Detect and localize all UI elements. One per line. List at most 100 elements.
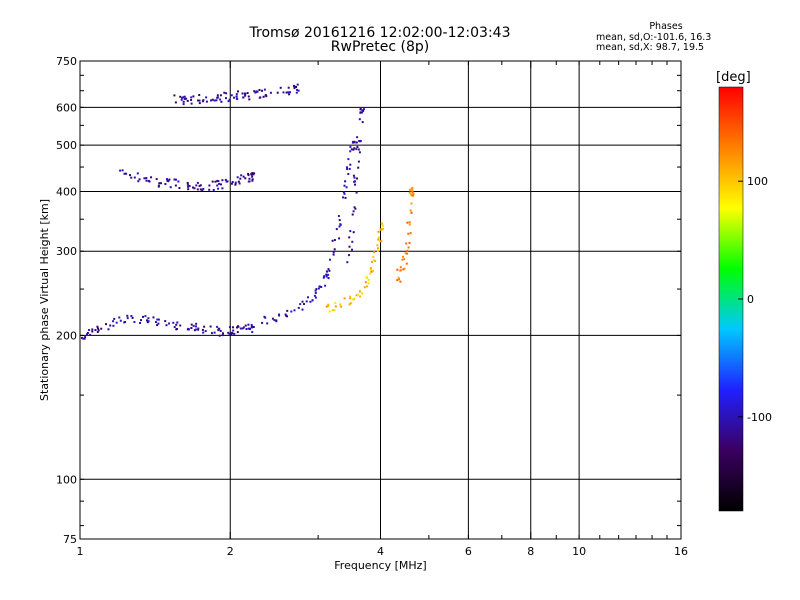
echo-point [344, 196, 347, 199]
echo-point [236, 326, 238, 329]
echo-point [133, 176, 136, 179]
echo-point [211, 180, 214, 183]
x-tick-label: 8 [527, 545, 534, 558]
echo-point [401, 258, 404, 261]
y-tick-label: 75 [63, 533, 77, 546]
echo-point [279, 86, 282, 89]
echo-point [358, 290, 361, 293]
echo-point [296, 83, 299, 86]
echo-point [225, 97, 227, 100]
echo-point [250, 326, 253, 329]
echo-point [238, 182, 241, 185]
echo-point [406, 221, 409, 224]
echo-point [185, 97, 188, 100]
echo-point [224, 178, 227, 181]
chart-title: Tromsø 20161216 12:02:00-12:03:43 RwPret… [180, 26, 580, 54]
echo-point [165, 324, 168, 327]
echo-point [187, 188, 190, 191]
echo-point [276, 91, 279, 94]
echo-point [186, 181, 189, 184]
echo-point [252, 326, 255, 328]
echo-point [301, 308, 304, 311]
echo-point [407, 232, 410, 235]
echo-point [406, 249, 409, 252]
echo-point [343, 184, 346, 187]
echo-point [410, 188, 413, 190]
echo-point [325, 275, 328, 278]
echo-point [235, 95, 238, 98]
echo-point [96, 325, 99, 328]
echo-point [86, 333, 88, 336]
echo-point [344, 180, 347, 183]
echo-point [264, 316, 267, 319]
echo-point [349, 302, 352, 305]
echo-point [290, 310, 293, 313]
echo-point [242, 326, 245, 329]
echo-point [205, 100, 208, 103]
echo-point [182, 96, 185, 99]
echo-point [218, 334, 221, 337]
echo-point [88, 329, 91, 331]
x-tick-label: 6 [465, 545, 472, 558]
echo-point [248, 180, 251, 183]
echo-point [327, 268, 330, 271]
echo-point [369, 272, 371, 275]
y-tick-label: 100 [56, 473, 77, 486]
x-tick-label: 4 [377, 545, 384, 558]
echo-point [247, 172, 250, 175]
echo-point [372, 269, 375, 272]
echo-point [174, 101, 177, 104]
echo-point [333, 239, 336, 241]
echo-point [251, 172, 254, 175]
echo-point [369, 267, 372, 269]
echo-point [107, 328, 110, 331]
echo-point [173, 326, 176, 328]
echo-point [327, 273, 330, 276]
echo-point [216, 96, 219, 99]
echo-point [410, 202, 413, 205]
echo-point [105, 323, 107, 326]
echo-point [359, 139, 362, 142]
echo-point [190, 96, 193, 99]
echo-point [112, 324, 115, 327]
echo-point [166, 178, 168, 181]
echo-point [242, 175, 245, 178]
echo-point [361, 292, 364, 295]
echo-point [168, 178, 171, 181]
echo-point [349, 295, 352, 298]
echo-point [195, 325, 197, 328]
echo-point [221, 179, 224, 182]
echo-point [235, 93, 238, 96]
echo-point [203, 325, 206, 328]
echo-point [83, 337, 86, 340]
echo-point [318, 285, 321, 288]
echo-point [190, 323, 193, 326]
echo-point [255, 90, 258, 93]
echo-point [324, 284, 327, 287]
echo-point [370, 270, 373, 273]
echo-point [299, 303, 302, 306]
echo-point [130, 176, 133, 179]
echo-point [349, 297, 352, 300]
echo-point [357, 160, 360, 163]
echo-point [143, 177, 146, 180]
echo-point [410, 211, 413, 214]
echo-point [289, 91, 291, 94]
echo-point [96, 331, 99, 333]
echo-point [237, 90, 239, 93]
echo-point [89, 333, 92, 336]
colorbar-tick-label: 100 [747, 175, 768, 188]
echo-point [142, 315, 144, 318]
echo-point [216, 94, 219, 97]
echo-point [380, 222, 383, 225]
echo-point [247, 323, 250, 326]
echo-point [204, 330, 207, 333]
echo-point [216, 179, 219, 182]
echo-point [327, 303, 330, 306]
echo-point [407, 246, 410, 249]
echo-point [234, 183, 237, 186]
echo-point [186, 99, 189, 102]
echo-point [173, 94, 176, 97]
y-tick-label: 750 [56, 55, 77, 68]
echo-point [113, 317, 116, 320]
